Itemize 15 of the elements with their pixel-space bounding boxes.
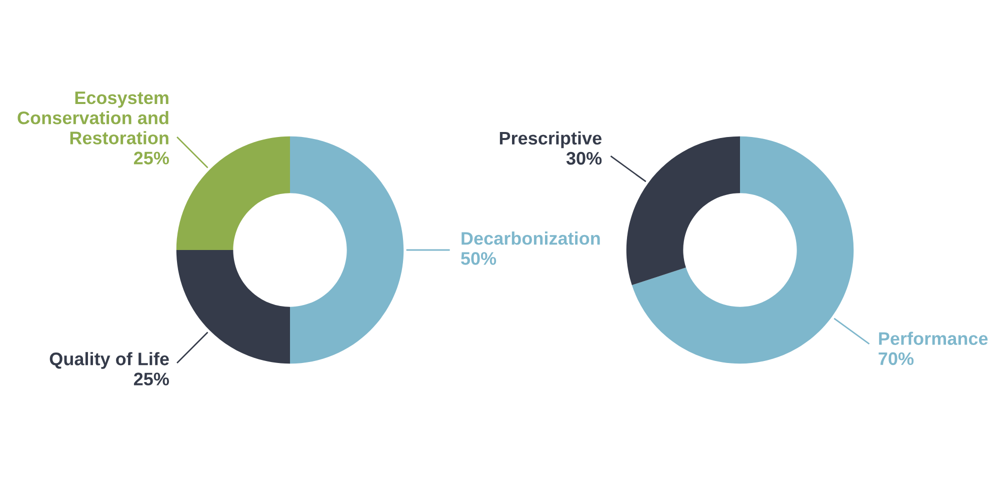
donut-slice [626, 136, 740, 286]
data-label: 30% [566, 152, 602, 165]
data-label: 70% [878, 352, 914, 366]
donut-slice [176, 136, 290, 250]
data-label: 25% [134, 152, 169, 164]
donut-slice [176, 250, 290, 364]
data-label: 50% [461, 252, 496, 265]
donut-slice [290, 136, 404, 364]
slice-label: Decarbonization [462, 232, 600, 245]
donut-slice [632, 136, 854, 364]
slice-label: Performance [879, 332, 988, 345]
slice-label: Prescriptive [500, 131, 602, 148]
slice-label: Ecosystem Conservation and Restoration [18, 92, 168, 144]
slice-label: Quality of Life [50, 352, 169, 369]
data-label: 25% [134, 372, 169, 386]
